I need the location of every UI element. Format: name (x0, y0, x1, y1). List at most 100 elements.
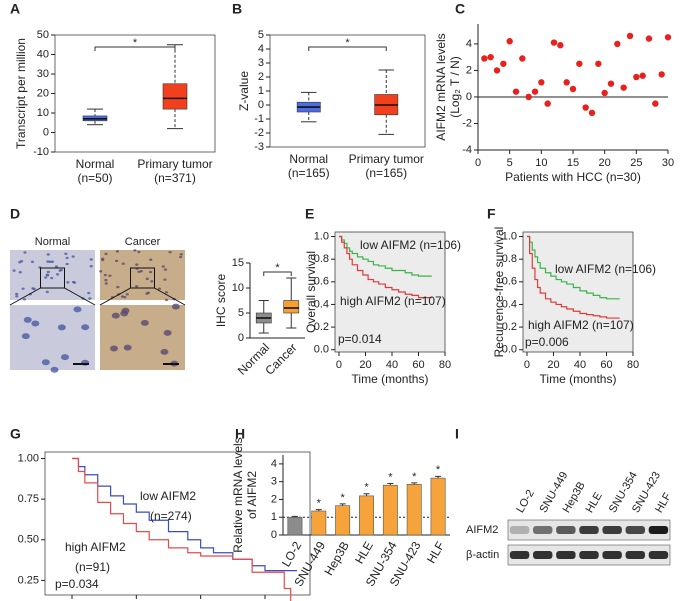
x-tick-label: 0 (475, 157, 481, 169)
y-tick-label: 0.2 (314, 321, 329, 333)
nucleus (71, 255, 75, 258)
nucleus (23, 251, 27, 254)
y-tick-label: 0 (466, 91, 472, 103)
y-tick-label: 10 (37, 107, 49, 119)
y-tick-label: 40 (37, 48, 49, 60)
point (563, 79, 570, 86)
x-tick-label: 60 (412, 359, 424, 371)
y-tick-label: 1 (258, 85, 264, 97)
x-tick-label: Primary tumor (137, 157, 212, 171)
nucleus (108, 274, 112, 277)
y-tick-label: 1.0 (502, 230, 517, 242)
nucleus (56, 273, 60, 276)
bar (430, 477, 446, 536)
y-tick-label: 20 (37, 87, 49, 99)
bar (359, 495, 374, 536)
point (538, 79, 545, 86)
y-tick-label: 0.50 (18, 534, 39, 546)
point (588, 109, 596, 117)
nucleus (73, 306, 82, 313)
x-tick-label: Normal (76, 157, 115, 171)
nucleus (23, 316, 32, 323)
y-tick-label: -10 (33, 146, 49, 158)
error-bar (291, 515, 298, 518)
box (283, 300, 300, 314)
point (519, 55, 526, 62)
nucleus (133, 249, 137, 252)
point (620, 84, 627, 91)
point (652, 100, 659, 107)
x-axis-label: Patients with HCC (n=30) (505, 170, 641, 184)
x-tick-label: 30 (662, 157, 674, 169)
y-tick-label: 2 (258, 71, 264, 83)
zoom-box (40, 267, 65, 289)
point (525, 93, 532, 101)
nucleus (19, 259, 24, 263)
lane-label: HLE (584, 490, 605, 515)
nucleus (18, 271, 22, 274)
x-tick-label: (n=165) (288, 166, 330, 180)
survival-curve (338, 235, 432, 277)
y-axis-label: Transcript per million (14, 38, 28, 149)
y-tick-label: 0.25 (18, 574, 39, 586)
y-tick-label: 4 (466, 38, 472, 50)
zoom-line (154, 287, 186, 306)
y-tick-label: 5 (258, 29, 264, 41)
point (626, 32, 634, 40)
point (664, 34, 672, 41)
x-tick-label: 20 (359, 359, 371, 371)
nucleus (120, 310, 129, 317)
nucleus (30, 260, 35, 264)
point (607, 80, 615, 87)
error-bar (315, 509, 322, 511)
point (639, 72, 646, 79)
band (509, 551, 530, 559)
nucleus (163, 278, 167, 281)
x-tick-label: 15 (567, 157, 579, 169)
nucleus (116, 285, 120, 289)
nucleus (104, 252, 108, 256)
nucleus (157, 287, 162, 290)
nucleus (89, 265, 93, 268)
lane-label: LO-2 (514, 488, 537, 515)
y-tick-label: 2 (271, 493, 277, 505)
curve-label: low AIFM2 (140, 489, 196, 503)
point (506, 38, 513, 45)
p-value: p=0.014 (338, 332, 382, 346)
box (162, 83, 188, 110)
nucleus (145, 292, 149, 295)
nucleus (60, 354, 69, 361)
plot-frame (522, 231, 634, 353)
nucleus (59, 268, 63, 272)
point (569, 85, 577, 93)
survival-curve (526, 235, 620, 319)
y-tick-label: 4 (271, 458, 277, 470)
panel-letter: E (305, 206, 314, 222)
point (658, 71, 665, 78)
point (531, 88, 539, 95)
nucleus (140, 319, 149, 326)
micrograph (10, 250, 95, 300)
error-bar (387, 482, 394, 486)
y-tick-label: 50 (37, 29, 49, 41)
x-tick-label: (n=165) (365, 166, 407, 180)
nucleus (41, 359, 50, 366)
nucleus (135, 285, 139, 288)
band (625, 526, 646, 534)
band (509, 526, 530, 534)
nucleus (31, 287, 35, 290)
significance: * (341, 492, 346, 504)
nucleus (168, 250, 172, 254)
y-tick-label: 1.0 (314, 230, 329, 242)
error-bar (339, 503, 346, 506)
nucleus (179, 255, 183, 259)
nucleus (164, 298, 169, 302)
nucleus (164, 291, 169, 294)
plot-background (335, 232, 445, 352)
band (648, 551, 669, 559)
nucleus (50, 366, 59, 373)
y-tick-label: 0 (271, 529, 277, 541)
point (614, 40, 621, 48)
nucleus (125, 293, 129, 296)
